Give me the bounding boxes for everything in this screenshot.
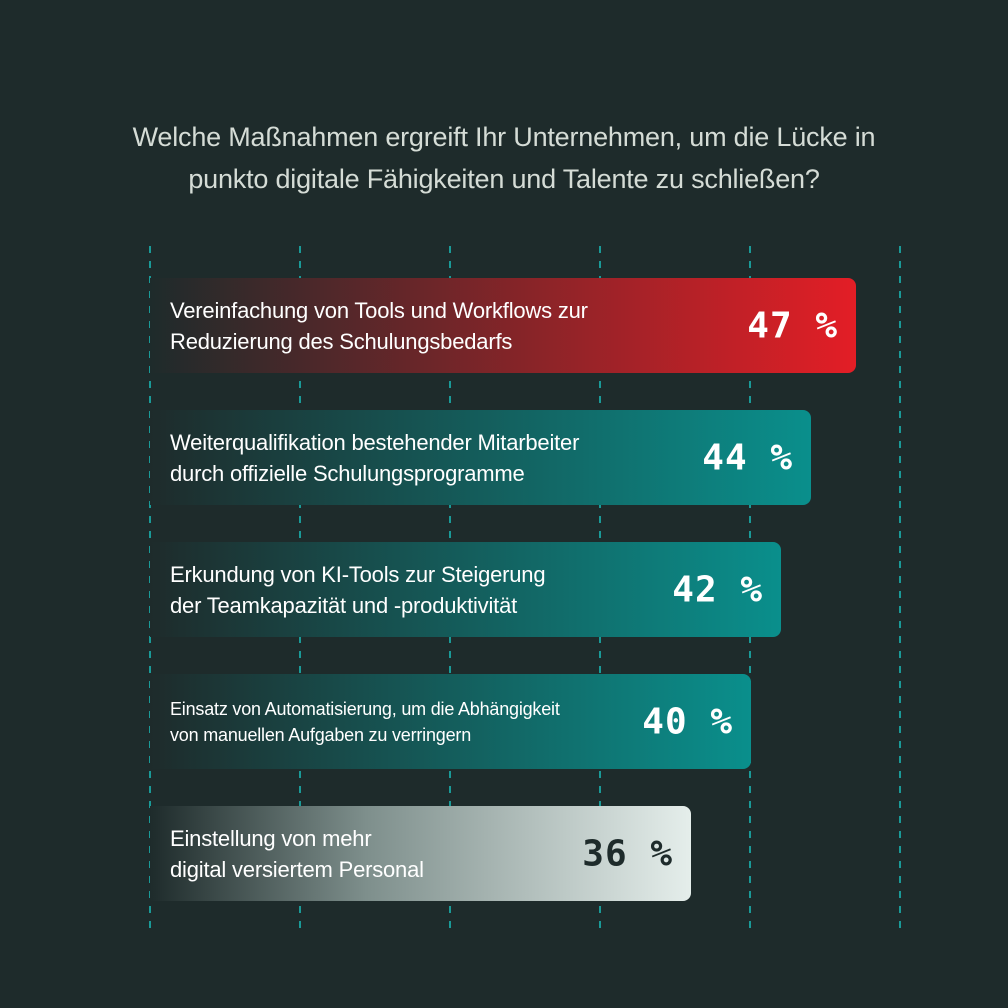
bar-label-line-2: der Teamkapazität und -produktivität	[170, 592, 518, 618]
chart-title: Welche Maßnahmen ergreift Ihr Unternehme…	[0, 116, 1008, 200]
bar-label-line-2: Reduzierung des Schulungsbedarfs	[170, 328, 513, 354]
bar-label-line-1: Erkundung von KI-Tools zur Steigerung	[170, 561, 546, 587]
bar-label: Einstellung von mehr digital versiertem P…	[170, 823, 424, 885]
chart-title-line-1: Welche Maßnahmen ergreift Ihr Unternehme…	[132, 122, 876, 152]
bar-value-label: 42 %	[672, 569, 763, 610]
bar-label: Einsatz von Automatisierung, um die Abhä…	[170, 696, 560, 748]
bar-1: Vereinfachung von Tools und Workflows zu…	[150, 278, 856, 373]
bar-label: Vereinfachung von Tools und Workflows zu…	[170, 295, 588, 357]
bar-value-label: 40 %	[642, 701, 733, 742]
bar-label-line-1: Vereinfachung von Tools und Workflows zu…	[170, 297, 588, 323]
bar-4: Einsatz von Automatisierung, um die Abhä…	[150, 674, 751, 769]
chart-title-line-2: punkto digitale Fähigkeiten und Talente …	[188, 164, 820, 194]
bar-value-label: 47 %	[747, 305, 838, 346]
bar-label-line-2: von manuellen Aufgaben zu verringern	[170, 724, 472, 745]
bar-label: Weiterqualifikation bestehender Mitarbei…	[170, 427, 579, 489]
bar-label-line-2: durch offizielle Schulungsprogramme	[170, 460, 525, 486]
bar-label: Erkundung von KI-Tools zur Steigerung der…	[170, 559, 546, 621]
bar-label-line-2: digital versiertem Personal	[170, 856, 424, 882]
bar-label-line-1: Einstellung von mehr	[170, 825, 372, 851]
bar-5: Einstellung von mehr digital versiertem P…	[150, 806, 691, 901]
bar-value-label: 36 %	[582, 833, 673, 874]
bar-2: Weiterqualifikation bestehender Mitarbei…	[150, 410, 811, 505]
bar-label-line-1: Weiterqualifikation bestehender Mitarbei…	[170, 429, 580, 455]
bar-value-label: 44 %	[702, 437, 793, 478]
bar-3: Erkundung von KI-Tools zur Steigerung der…	[150, 542, 781, 637]
bar-label-line-1: Einsatz von Automatisierung, um die Abhä…	[170, 698, 560, 719]
